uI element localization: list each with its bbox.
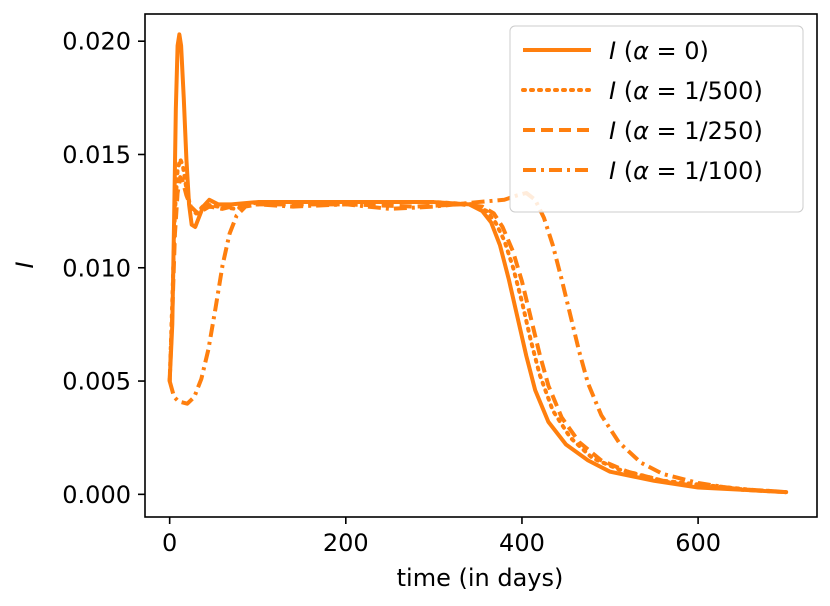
- legend-label-1: I (α = 1/500): [609, 77, 763, 105]
- legend-label-3: I (α = 1/100): [609, 157, 763, 185]
- x-axis: 0 200 400 600: [162, 517, 721, 557]
- x-tick-label: 600: [675, 529, 721, 557]
- x-tick-label: 0: [162, 529, 177, 557]
- series-line-3: [167, 191, 787, 495]
- legend-label-2: I (α = 1/250): [609, 117, 763, 145]
- y-tick-label: 0.005: [62, 368, 131, 396]
- legend: I (α = 0) I (α = 1/500) I (α = 1/250) I (α …: [509, 25, 804, 213]
- x-tick-label: 400: [499, 529, 545, 557]
- y-tick-label: 0.020: [62, 28, 131, 56]
- x-tick-label: 200: [323, 529, 369, 557]
- y-tick-label: 0.010: [62, 254, 131, 282]
- x-axis-label: time (in days): [397, 564, 564, 592]
- y-axis-label: I: [11, 261, 39, 268]
- y-tick-label: 0.015: [62, 141, 131, 169]
- legend-label-0: I (α = 0): [609, 37, 709, 65]
- series-layer: [167, 32, 789, 495]
- plot-frame: [144, 13, 818, 518]
- legend-box: [509, 25, 804, 213]
- y-axis: 0.000 0.005 0.010 0.015 0.020: [62, 28, 145, 509]
- y-tick-label: 0.000: [62, 481, 131, 509]
- series-line-2: [167, 175, 787, 495]
